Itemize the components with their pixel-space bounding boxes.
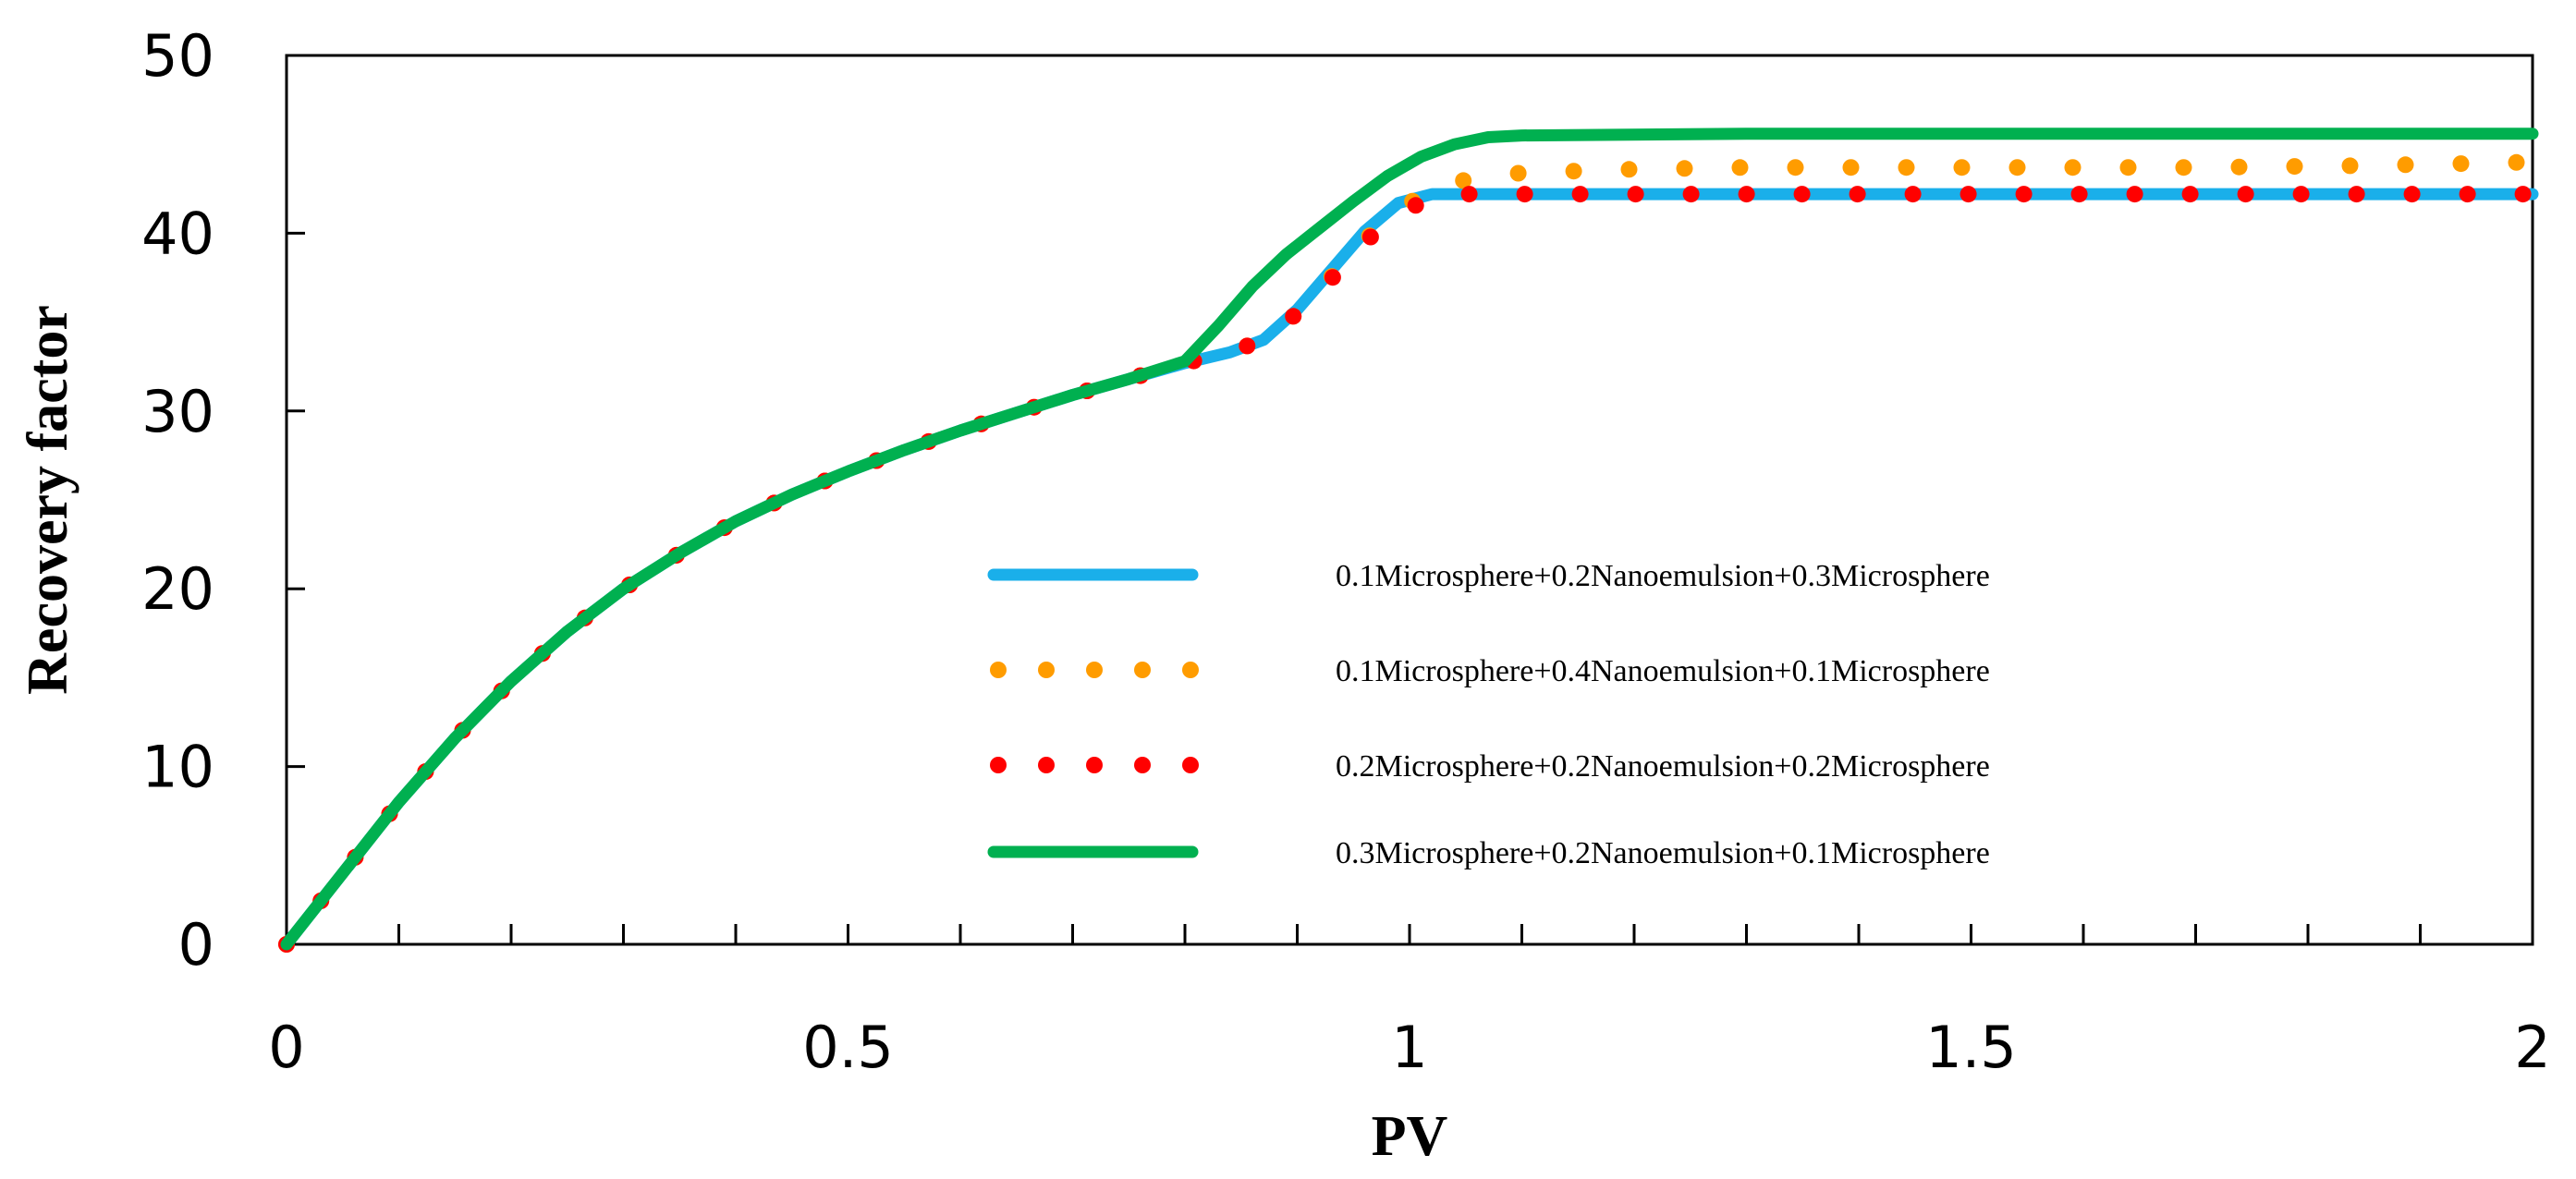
- series-point: [2175, 159, 2192, 176]
- series-point: [1731, 159, 1749, 176]
- series-point: [2230, 158, 2248, 176]
- legend-label: 0.3Microsphere+0.2Nanoemulsion+0.1Micros…: [1336, 836, 1990, 870]
- series-point: [2070, 186, 2088, 203]
- series-point: [1285, 308, 1302, 325]
- series-4: [280, 128, 2539, 951]
- series-point: [2514, 186, 2532, 203]
- y-tick-label: 30: [141, 378, 214, 445]
- legend-entry-1: 0.1Microsphere+0.2Nanoemulsion+0.3Micros…: [987, 559, 1990, 593]
- series-point: [1676, 160, 1693, 177]
- series-line: [280, 128, 2539, 951]
- series-point: [2348, 186, 2365, 203]
- legend-swatch-dot: [990, 757, 1007, 773]
- series-point: [1516, 186, 1533, 203]
- legend-swatch-dot: [1038, 662, 1055, 678]
- series-point: [2341, 157, 2359, 175]
- series-point: [1787, 159, 1804, 176]
- legend-swatch-dot: [1182, 757, 1199, 773]
- series-point: [1407, 197, 1424, 214]
- x-axis-title: PV: [1372, 1105, 1448, 1168]
- series-point: [1904, 186, 1922, 203]
- series-point: [2237, 186, 2254, 203]
- series-point: [2064, 159, 2082, 176]
- series-point: [1620, 161, 1638, 178]
- y-axis-title: Recovery factor: [17, 305, 79, 695]
- series-point: [1793, 186, 1811, 203]
- series-point: [1565, 163, 1582, 180]
- series-point: [1509, 164, 1527, 182]
- series-point: [2397, 156, 2414, 174]
- legend-label: 0.2Microsphere+0.2Nanoemulsion+0.2Micros…: [1336, 749, 1990, 784]
- x-tick-label: 1.5: [1925, 1014, 2017, 1081]
- series-point: [2286, 158, 2303, 176]
- legend-swatch-dot: [1086, 662, 1103, 678]
- series-point: [1455, 172, 1472, 189]
- x-tick-label: 0: [268, 1014, 304, 1081]
- legend-swatch-dot: [1134, 662, 1151, 678]
- series-point: [1571, 186, 1589, 203]
- series-point: [1898, 159, 1915, 176]
- legend-label: 0.1Microsphere+0.2Nanoemulsion+0.3Micros…: [1336, 559, 1990, 593]
- y-tick-label: 0: [178, 911, 214, 978]
- legend-label: 0.1Microsphere+0.4Nanoemulsion+0.1Micros…: [1336, 654, 1990, 688]
- series-point: [1953, 159, 1971, 176]
- series-point: [2459, 186, 2476, 203]
- y-tick-label: 40: [141, 200, 214, 267]
- x-tick-label: 1: [1391, 1014, 1427, 1081]
- series-point: [2119, 159, 2137, 176]
- legend-swatch-dot: [1038, 757, 1055, 773]
- legend-swatch-dot: [990, 662, 1007, 678]
- series-point: [2452, 155, 2470, 173]
- x-tick-label: 0.5: [802, 1014, 894, 1081]
- y-axis-ticks: 0 10 20 30 40 50: [141, 22, 305, 978]
- legend: 0.1Microsphere+0.2Nanoemulsion+0.3Micros…: [987, 559, 1990, 870]
- legend-entry-3: 0.2Microsphere+0.2Nanoemulsion+0.2Micros…: [990, 749, 1990, 784]
- series-point: [2181, 186, 2199, 203]
- series-point: [1849, 186, 1866, 203]
- series-point: [1361, 228, 1379, 246]
- series-point: [2292, 186, 2310, 203]
- y-tick-label: 50: [141, 22, 214, 90]
- series-point: [1239, 337, 1256, 355]
- legend-entry-2: 0.1Microsphere+0.4Nanoemulsion+0.1Micros…: [990, 654, 1990, 688]
- series-2: [278, 153, 2525, 953]
- series-point: [1324, 269, 1341, 286]
- x-tick-label: 2: [2514, 1014, 2550, 1081]
- series-point: [1738, 186, 1755, 203]
- series-point: [2403, 186, 2421, 203]
- series-point: [2126, 186, 2143, 203]
- legend-swatch-dot: [1086, 757, 1103, 773]
- y-tick-label: 20: [141, 555, 214, 623]
- series-point: [1627, 186, 1644, 203]
- y-tick-label: 10: [141, 734, 214, 801]
- series-point: [2015, 186, 2033, 203]
- series-point: [1842, 159, 1860, 176]
- legend-swatch-dot: [1182, 662, 1199, 678]
- legend-entry-4: 0.3Microsphere+0.2Nanoemulsion+0.1Micros…: [987, 836, 1990, 870]
- x-axis-ticks: 0 0.5 1 1.5 2: [268, 924, 2551, 1081]
- series-layer: [278, 128, 2539, 953]
- series-point: [2008, 159, 2026, 176]
- series-point: [1959, 186, 1977, 203]
- series-point: [1460, 186, 1478, 203]
- series-point: [1682, 186, 1700, 203]
- series-point: [2508, 153, 2525, 171]
- legend-swatch-dot: [1134, 757, 1151, 773]
